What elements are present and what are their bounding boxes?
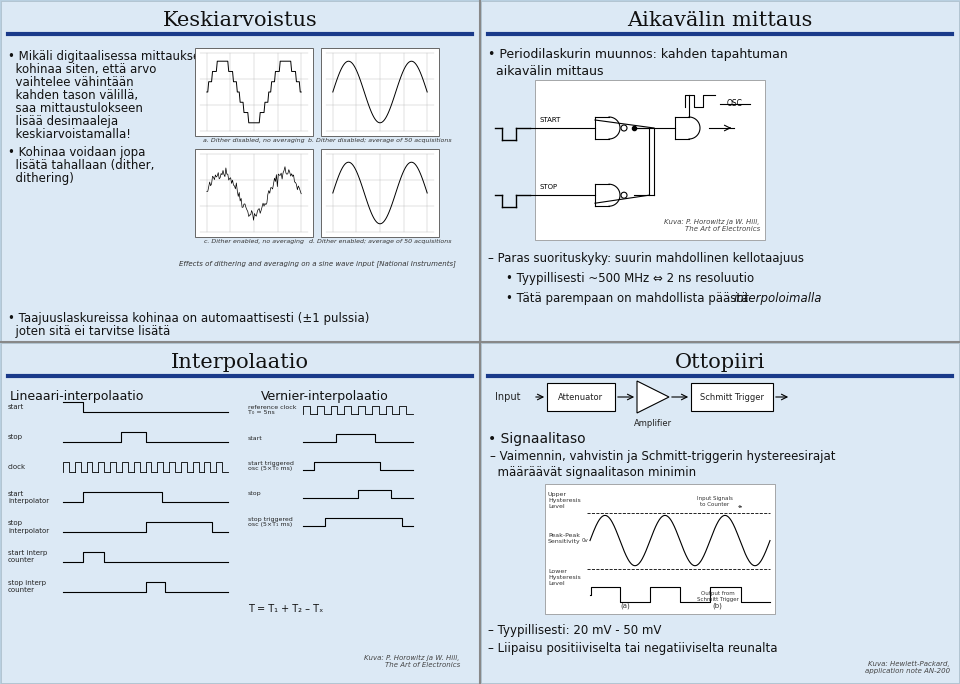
FancyBboxPatch shape (195, 48, 313, 136)
Text: dithering): dithering) (8, 172, 74, 185)
Text: interpoloimalla: interpoloimalla (734, 292, 823, 305)
Text: start interp
counter: start interp counter (8, 551, 47, 564)
Text: a. Dither disabled, no averaging: a. Dither disabled, no averaging (204, 138, 305, 143)
Text: stop
interpolator: stop interpolator (8, 521, 49, 534)
Text: joten sitä ei tarvitse lisätä: joten sitä ei tarvitse lisätä (8, 325, 170, 338)
Text: stop: stop (8, 434, 23, 440)
Text: Aikavälin mittaus: Aikavälin mittaus (627, 10, 813, 29)
Text: start triggered
osc (5×T₀ ms): start triggered osc (5×T₀ ms) (248, 460, 294, 471)
Text: lisätä tahallaan (dither,: lisätä tahallaan (dither, (8, 159, 155, 172)
Text: start: start (248, 436, 263, 440)
Text: Output from
Schmitt Trigger: Output from Schmitt Trigger (697, 591, 738, 602)
Text: • Signaalitaso: • Signaalitaso (488, 432, 586, 446)
Text: Keskiarvoistus: Keskiarvoistus (162, 10, 318, 29)
Circle shape (621, 125, 627, 131)
Text: Lower
Hysteresis
Level: Lower Hysteresis Level (548, 569, 581, 586)
Text: kohinaa siten, että arvo: kohinaa siten, että arvo (8, 63, 156, 76)
Text: Kuva: Hewlett-Packard,
application note AN-200: Kuva: Hewlett-Packard, application note … (865, 661, 950, 674)
Text: START: START (540, 117, 562, 123)
Text: clock: clock (8, 464, 26, 470)
Text: • Taajuuslaskureissa kohinaa on automaattisesti (±1 pulssia): • Taajuuslaskureissa kohinaa on automaat… (8, 312, 370, 325)
Text: d. Dither enabled; average of 50 acquisitions: d. Dither enabled; average of 50 acquisi… (309, 239, 451, 244)
Text: Peak-Peak
Sensitivity: Peak-Peak Sensitivity (548, 534, 581, 544)
Text: • Mikäli digitaalisessa mittauksessa on: • Mikäli digitaalisessa mittauksessa on (8, 50, 238, 63)
FancyBboxPatch shape (321, 48, 439, 136)
Text: stop triggered
osc (5×T₁ ms): stop triggered osc (5×T₁ ms) (248, 516, 293, 527)
Text: Lineaari-interpolaatio: Lineaari-interpolaatio (10, 390, 144, 403)
Text: kahden tason välillä,: kahden tason välillä, (8, 89, 138, 102)
FancyBboxPatch shape (481, 343, 959, 683)
Text: – Liipaisu positiiviselta tai negatiiviselta reunalta: – Liipaisu positiiviselta tai negatiivis… (488, 642, 778, 655)
Text: (b): (b) (712, 603, 723, 609)
Text: c. Dither enabled, no averaging: c. Dither enabled, no averaging (204, 239, 304, 244)
Text: Effects of dithering and averaging on a sine wave input [National Instruments]: Effects of dithering and averaging on a … (179, 260, 455, 267)
Text: start
interpolator: start interpolator (8, 490, 49, 503)
Text: Vernier-interpolaatio: Vernier-interpolaatio (261, 390, 389, 403)
FancyBboxPatch shape (1, 343, 479, 683)
Text: 0v: 0v (581, 538, 588, 543)
Text: Upper
Hysteresis
Level: Upper Hysteresis Level (548, 492, 581, 509)
Text: lisää desimaaleja: lisää desimaaleja (8, 115, 118, 128)
Text: T = T₁ + T₂ – Tₓ: T = T₁ + T₂ – Tₓ (248, 604, 324, 614)
Text: Ottopiiri: Ottopiiri (675, 352, 765, 371)
Text: Interpolaatio: Interpolaatio (171, 352, 309, 371)
Text: • Kohinaa voidaan jopa: • Kohinaa voidaan jopa (8, 146, 145, 159)
Text: b. Dither disabled; average of 50 acquisitions: b. Dither disabled; average of 50 acquis… (308, 138, 452, 143)
Text: • Periodilaskurin muunnos: kahden tapahtuman
  aikavälin mittaus: • Periodilaskurin muunnos: kahden tapaht… (488, 48, 788, 78)
Text: Input Signals
to Counter: Input Signals to Counter (697, 496, 741, 508)
Polygon shape (637, 381, 669, 413)
FancyBboxPatch shape (545, 484, 775, 614)
Text: – Vaimennin, vahvistin ja Schmitt-triggerin hystereesirajat: – Vaimennin, vahvistin ja Schmitt-trigge… (490, 450, 835, 463)
Text: • Tätä parempaan on mahdollista päästä: • Tätä parempaan on mahdollista päästä (506, 292, 752, 305)
Text: vaihtelee vähintään: vaihtelee vähintään (8, 76, 133, 89)
Text: – Tyypillisesti: 20 mV - 50 mV: – Tyypillisesti: 20 mV - 50 mV (488, 624, 661, 637)
Text: saa mittaustulokseen: saa mittaustulokseen (8, 102, 143, 115)
Text: määräävät signaalitason minimin: määräävät signaalitason minimin (490, 466, 696, 479)
Text: STOP: STOP (540, 184, 558, 190)
Text: stop: stop (248, 492, 262, 497)
Text: keskiarvoistamalla!: keskiarvoistamalla! (8, 128, 131, 141)
Text: Kuva: P. Horowitz ja W. Hill,
The Art of Electronics: Kuva: P. Horowitz ja W. Hill, The Art of… (664, 219, 760, 232)
Text: Amplifier: Amplifier (634, 419, 672, 428)
Text: (a): (a) (620, 603, 631, 609)
Text: start: start (8, 404, 24, 410)
FancyBboxPatch shape (481, 1, 959, 341)
Text: Input: Input (495, 392, 520, 402)
FancyBboxPatch shape (1, 1, 479, 341)
Text: Attenuator: Attenuator (559, 393, 604, 402)
FancyBboxPatch shape (535, 80, 765, 240)
Text: • Tyypillisesti ~500 MHz ⇔ 2 ns resoluutio: • Tyypillisesti ~500 MHz ⇔ 2 ns resoluut… (506, 272, 755, 285)
FancyBboxPatch shape (691, 383, 773, 411)
Text: Schmitt Trigger: Schmitt Trigger (700, 393, 764, 402)
Circle shape (621, 192, 627, 198)
FancyBboxPatch shape (321, 149, 439, 237)
Text: Kuva: P. Horowitz ja W. Hill,
The Art of Electronics: Kuva: P. Horowitz ja W. Hill, The Art of… (365, 655, 460, 668)
FancyBboxPatch shape (195, 149, 313, 237)
Text: OSC: OSC (727, 99, 743, 109)
Text: reference clock
T₀ = 5ns: reference clock T₀ = 5ns (248, 405, 297, 415)
Text: stop interp
counter: stop interp counter (8, 581, 46, 594)
FancyBboxPatch shape (547, 383, 615, 411)
Text: – Paras suorituskyky: suurin mahdollinen kellotaajuus: – Paras suorituskyky: suurin mahdollinen… (488, 252, 804, 265)
